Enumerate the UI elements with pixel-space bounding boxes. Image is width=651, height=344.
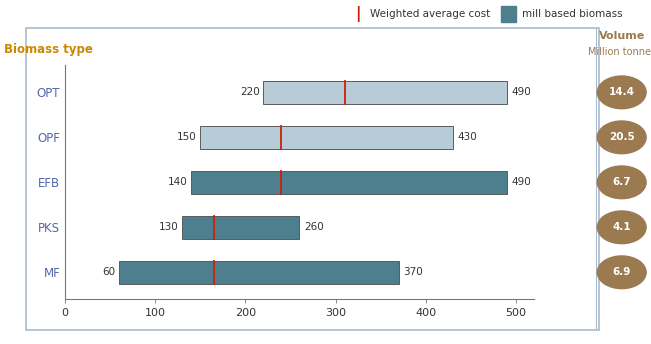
Text: 60: 60 bbox=[102, 267, 116, 277]
Text: 220: 220 bbox=[240, 87, 260, 97]
Text: mill based biomass: mill based biomass bbox=[522, 9, 623, 19]
Text: 490: 490 bbox=[511, 177, 531, 187]
Text: Million tonnes: Million tonnes bbox=[588, 47, 651, 57]
Text: 130: 130 bbox=[159, 222, 178, 232]
Text: 14.4: 14.4 bbox=[609, 87, 635, 97]
Text: 4.1: 4.1 bbox=[613, 222, 631, 232]
Text: 430: 430 bbox=[457, 132, 477, 142]
Bar bbox=[191, 171, 506, 194]
Text: 260: 260 bbox=[304, 222, 324, 232]
Text: Weighted average cost: Weighted average cost bbox=[370, 9, 490, 19]
Text: 6.7: 6.7 bbox=[613, 177, 631, 187]
Bar bbox=[119, 261, 398, 283]
Bar bbox=[182, 216, 299, 238]
Bar bbox=[201, 126, 452, 149]
Text: 6.9: 6.9 bbox=[613, 267, 631, 277]
Text: |: | bbox=[355, 6, 361, 22]
Text: 150: 150 bbox=[177, 132, 197, 142]
Text: 370: 370 bbox=[403, 267, 423, 277]
Text: 490: 490 bbox=[511, 87, 531, 97]
Text: 140: 140 bbox=[168, 177, 187, 187]
Text: Biomass type: Biomass type bbox=[4, 43, 93, 56]
Bar bbox=[264, 81, 506, 104]
Text: 20.5: 20.5 bbox=[609, 132, 635, 142]
Text: Volume: Volume bbox=[598, 31, 645, 41]
